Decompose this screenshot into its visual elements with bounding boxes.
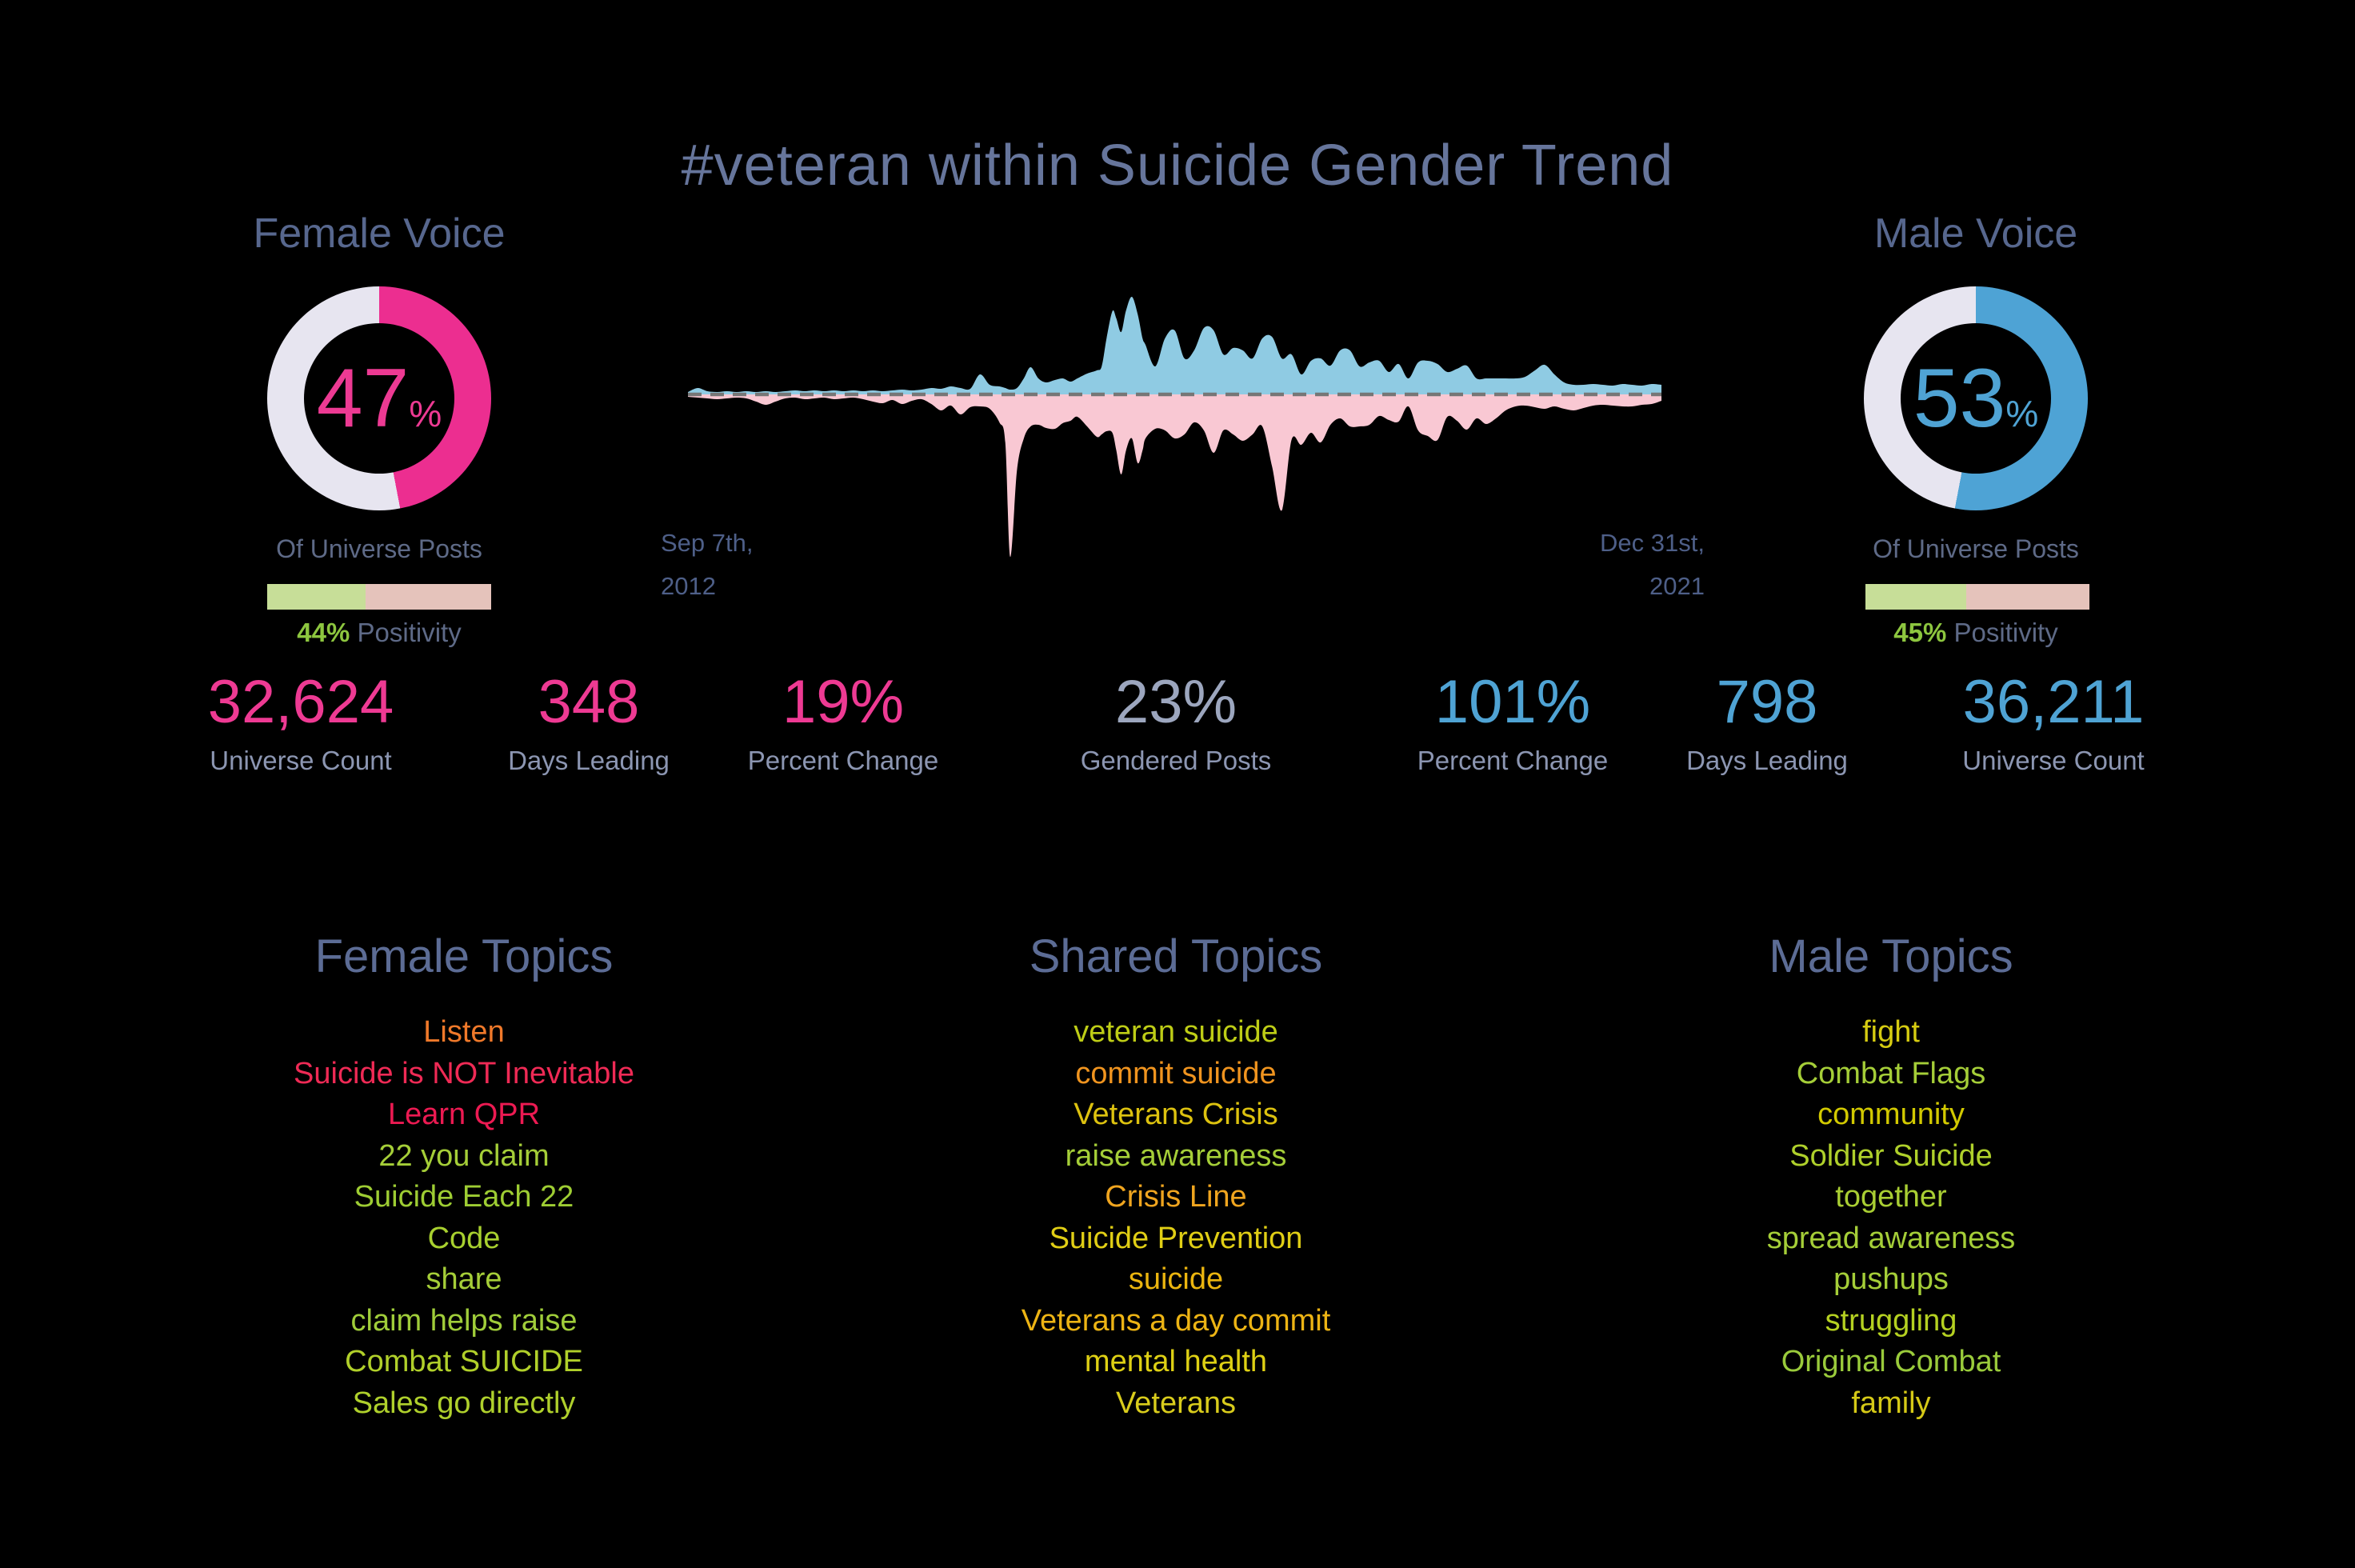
topic-item: Crisis Line <box>1105 1180 1247 1214</box>
male-topics-list: fight Combat Flags community Soldier Suicid… <box>1587 1012 2195 1424</box>
topic-item: commit suicide <box>1075 1056 1277 1090</box>
topic-item: Suicide is NOT Inevitable <box>294 1056 634 1090</box>
shared-topics-header: Shared Topics <box>1029 930 1323 982</box>
stat-percent-change: 101% Percent Change <box>1417 672 1609 776</box>
stat-label: Gendered Posts <box>1080 746 1272 775</box>
female-topics-header: Female Topics <box>314 930 614 982</box>
male-positivity-bar <box>1865 584 2089 610</box>
shared-topics-list: veteran suicide commit suicide Veterans Cr… <box>872 1012 1480 1424</box>
topic-item: Suicide Prevention <box>1049 1221 1303 1255</box>
topic-item: Code <box>427 1221 501 1255</box>
topic-item: Veterans Crisis <box>1074 1098 1278 1131</box>
stat-value: 101% <box>1434 668 1591 736</box>
topic-item: Soldier Suicide <box>1789 1138 1993 1173</box>
topic-item: claim helps raise <box>350 1303 578 1338</box>
gender-trend-area-chart <box>688 296 1661 558</box>
stat-label: Days Leading <box>508 746 670 775</box>
stat-label: Universe Count <box>1962 746 2145 775</box>
topic-item: mental health <box>1084 1345 1268 1378</box>
topic-item: family <box>1851 1386 1931 1420</box>
topic-item: 22 you claim <box>378 1138 550 1173</box>
topic-item: struggling <box>1825 1303 1957 1338</box>
stat-days-leading: 798 Days Leading <box>1686 672 1848 776</box>
topic-item: together <box>1835 1180 1947 1214</box>
chart-end-date: Dec 31st, 2021 <box>1545 522 1705 608</box>
male-topics-header: Male Topics <box>1769 930 2013 982</box>
chart-start-date-line1: Sep 7th, <box>661 529 754 557</box>
stat-value: 798 <box>1716 668 1818 736</box>
stat-universe-count: 36,211 Universe Count <box>1962 672 2144 776</box>
female-percent-symbol: % <box>409 392 442 434</box>
female-positivity-word: Positivity <box>357 618 462 647</box>
female-topics-column: Female Topics Listen Suicide is NOT Inevi… <box>160 930 768 1424</box>
topic-item: Original Combat <box>1781 1345 2001 1378</box>
male-percent-value: 53 <box>1913 351 2006 445</box>
chart-start-date-line2: 2012 <box>661 572 716 600</box>
topic-item: Combat SUICIDE <box>345 1345 583 1378</box>
page-title: #veteran within Suicide Gender Trend <box>681 134 1674 198</box>
female-positivity-fill <box>267 584 366 610</box>
female-donut-hole: 47% <box>304 323 454 474</box>
female-donut-chart: 47% <box>267 286 491 510</box>
male-positivity-word: Positivity <box>1953 618 2058 647</box>
stat-value: 348 <box>538 668 640 736</box>
topic-item: Veterans <box>1116 1386 1236 1420</box>
stat-label: Percent Change <box>1417 746 1609 775</box>
topic-item: Learn QPR <box>387 1098 541 1131</box>
female-universe-posts-label: Of Universe Posts <box>276 534 482 563</box>
shared-topics-column: Shared Topics veteran suicide commit suic… <box>872 930 1480 1424</box>
stat-label: Universe Count <box>210 746 392 775</box>
male-donut-hole: 53% <box>1901 323 2051 474</box>
stat-gendered-posts: 23% Gendered Posts <box>1081 672 1271 776</box>
topic-item: spread awareness <box>1766 1221 2016 1255</box>
stat-percent-change: 19% Percent Change <box>748 672 939 776</box>
female-positivity-text: 44% Positivity <box>139 618 619 648</box>
stat-value: 19% <box>782 668 905 736</box>
stat-label: Days Leading <box>1686 746 1848 775</box>
topic-item: veteran suicide <box>1074 1015 1278 1049</box>
male-positivity-text: 45% Positivity <box>1736 618 2216 648</box>
female-voice-label: Female Voice <box>253 210 506 257</box>
chart-end-date-line1: Dec 31st, <box>1600 529 1705 557</box>
male-area <box>688 296 1661 394</box>
topic-item: fight <box>1862 1015 1920 1049</box>
stat-universe-count: 32,624 Universe Count <box>208 672 394 776</box>
male-universe-posts-label: Of Universe Posts <box>1873 534 2079 563</box>
stat-label: Percent Change <box>747 746 939 775</box>
topic-item: Sales go directly <box>352 1386 576 1420</box>
topic-item: share <box>426 1262 502 1296</box>
topic-item: Listen <box>423 1015 505 1049</box>
male-percent-symbol: % <box>2005 392 2039 434</box>
female-positivity-percent: 44% <box>297 618 350 647</box>
topic-item: Veterans a day commit <box>1021 1303 1331 1338</box>
topic-item: raise awareness <box>1065 1138 1287 1173</box>
topic-item: Combat Flags <box>1796 1056 1986 1090</box>
chart-start-date: Sep 7th, 2012 <box>661 522 753 608</box>
stat-days-leading: 348 Days Leading <box>508 672 670 776</box>
stat-value: 23% <box>1114 668 1237 736</box>
topic-item: suicide <box>1128 1262 1224 1296</box>
topic-item: Suicide Each 22 <box>354 1180 574 1214</box>
chart-end-date-line2: 2021 <box>1649 572 1705 600</box>
female-topics-list: Listen Suicide is NOT Inevitable Learn QPR… <box>160 1012 768 1424</box>
male-positivity-fill <box>1865 584 1966 610</box>
female-percent-value: 47 <box>316 351 410 445</box>
male-donut-chart: 53% <box>1864 286 2088 510</box>
stat-value: 36,211 <box>1962 668 2145 736</box>
topic-item: community <box>1817 1098 1965 1131</box>
female-positivity-bar <box>267 584 491 610</box>
female-area <box>688 394 1661 558</box>
topic-item: pushups <box>1833 1262 1949 1296</box>
male-voice-label: Male Voice <box>1873 210 2078 257</box>
male-topics-column: Male Topics fight Combat Flags community So… <box>1587 930 2195 1424</box>
stat-value: 32,624 <box>207 668 394 736</box>
male-positivity-percent: 45% <box>1893 618 1947 647</box>
